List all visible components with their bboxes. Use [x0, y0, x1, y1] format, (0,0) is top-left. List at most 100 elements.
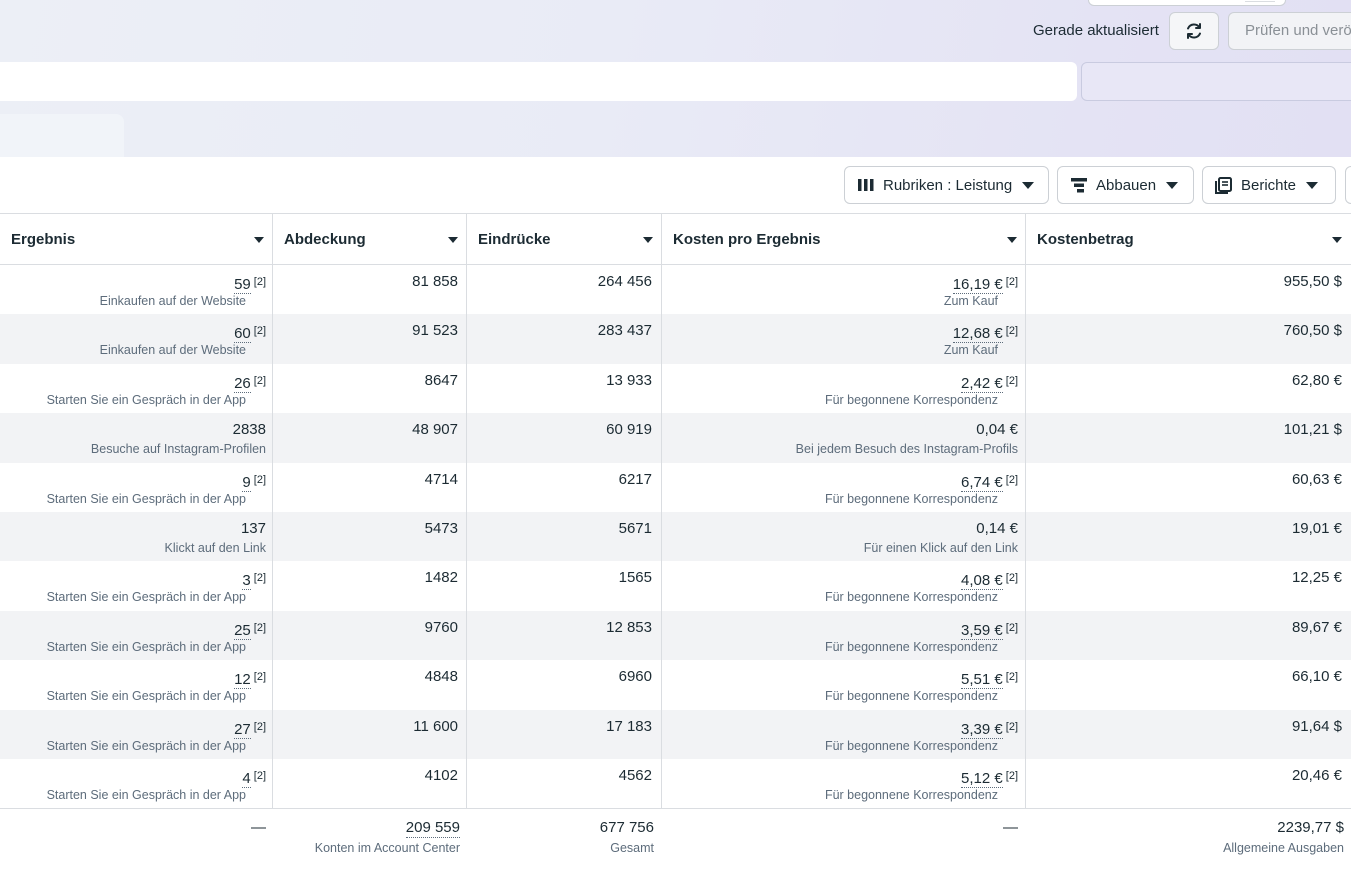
- cell-reach-value: 5473: [425, 520, 458, 538]
- reports-button[interactable]: Berichte: [1202, 166, 1336, 204]
- cell-cpr-value[interactable]: 5,12 € [2]: [961, 767, 1018, 788]
- table-row[interactable]: 60 [2] Einkaufen auf der Website 91 523 283 …: [0, 314, 1351, 364]
- footnote-marker[interactable]: [2]: [1005, 276, 1018, 288]
- value-text: 6960: [618, 668, 652, 686]
- footnote-marker[interactable]: [2]: [1005, 770, 1018, 782]
- table-row[interactable]: 4 [2] Starten Sie ein Gespräch in der App 4…: [0, 759, 1351, 808]
- cell-cpr: 3,39 € [2] Für begonnene Korrespondenz: [662, 710, 1018, 759]
- cell-reach: 4848: [273, 660, 458, 709]
- cell-cpr-value: 0,14 €: [976, 520, 1018, 538]
- cell-result-label: Starten Sie ein Gespräch in der App: [46, 590, 246, 605]
- cell-cpr-value[interactable]: 6,74 € [2]: [961, 471, 1018, 492]
- cell-cpr-value[interactable]: 16,19 € [2]: [952, 273, 1018, 294]
- chevron-down-icon: [1022, 181, 1035, 189]
- value-text: 17 183: [606, 717, 652, 735]
- table-row[interactable]: 26 [2] Starten Sie ein Gespräch in der App…: [0, 364, 1351, 413]
- footnote-marker[interactable]: [2]: [253, 720, 266, 733]
- footnote-marker[interactable]: [2]: [1005, 621, 1018, 634]
- cell-reach-value: 91 523: [412, 322, 458, 340]
- cell-impressions-value: 12 853: [606, 619, 652, 637]
- cell-cpr-value[interactable]: 2,42 € [2]: [961, 372, 1018, 393]
- sort-caret-icon[interactable]: [1332, 237, 1342, 243]
- cell-impressions-value: 17 183: [606, 718, 652, 736]
- cell-result-label: Starten Sie ein Gespräch in der App: [46, 788, 246, 802]
- cell-cpr-value[interactable]: 3,39 € [2]: [961, 718, 1018, 739]
- footnote-marker[interactable]: [2]: [1005, 720, 1018, 733]
- footnote-marker[interactable]: [2]: [1005, 671, 1018, 684]
- footnote-marker[interactable]: [2]: [1005, 325, 1018, 338]
- date-range-box[interactable]: [1081, 62, 1351, 101]
- table-row[interactable]: 3 [2] Starten Sie ein Gespräch in der App 1…: [0, 561, 1351, 610]
- cell-cpr-value[interactable]: 5,51 € [2]: [961, 668, 1018, 690]
- value-text: 48 907: [412, 421, 458, 439]
- cell-cpr-value[interactable]: 12,68 € [2]: [952, 322, 1018, 344]
- cell-impressions: 264 456: [467, 265, 652, 314]
- cell-cpr-label: Für begonnene Korrespondenz: [824, 590, 998, 605]
- column-header-impressions[interactable]: Eindrücke: [467, 214, 662, 265]
- cell-cpr: 12,68 € [2] Zum Kauf: [662, 314, 1018, 363]
- footnote-marker[interactable]: [2]: [253, 473, 266, 486]
- cell-cpr-value: 0,04 €: [976, 421, 1018, 439]
- review-publish-button[interactable]: Prüfen und verö: [1228, 12, 1351, 50]
- footnote-marker[interactable]: [2]: [253, 621, 266, 634]
- cell-result-value[interactable]: 60 [2]: [234, 322, 266, 344]
- sort-caret-icon[interactable]: [643, 237, 653, 243]
- breakdown-button[interactable]: Abbauen: [1057, 166, 1194, 204]
- refresh-button[interactable]: [1169, 12, 1219, 50]
- table-row[interactable]: 12 [2] Starten Sie ein Gespräch in der App…: [0, 660, 1351, 709]
- more-button[interactable]: [1345, 166, 1351, 204]
- table-row[interactable]: 9 [2] Starten Sie ein Gespräch in der App 4…: [0, 463, 1351, 512]
- column-header-reach[interactable]: Abdeckung: [273, 214, 467, 265]
- cell-reach-value: 1482: [425, 569, 458, 587]
- table-row[interactable]: 27 [2] Starten Sie ein Gespräch in der App…: [0, 709, 1351, 759]
- footnote-marker[interactable]: [2]: [1005, 473, 1018, 486]
- cell-result-value[interactable]: 27 [2]: [234, 718, 266, 739]
- cell-result-value[interactable]: 3 [2]: [242, 569, 266, 591]
- table-row[interactable]: 137 Klickt auf den Link 5473 5671 0,14 € Für …: [0, 512, 1351, 562]
- value-text: 59: [234, 276, 251, 294]
- cell-spend-value: 20,46 €: [1292, 767, 1342, 785]
- table-row[interactable]: 25 [2] Starten Sie ein Gespräch in der App…: [0, 610, 1351, 661]
- popup-edge: [1088, 0, 1286, 6]
- table-row[interactable]: 2838 Besuche auf Instagram-Profilen 48 907…: [0, 413, 1351, 463]
- search-bar[interactable]: [0, 62, 1077, 101]
- cell-result: 26 [2] Starten Sie ein Gespräch in der App: [0, 364, 266, 413]
- cell-spend: 12,25 €: [1026, 561, 1342, 610]
- cell-result-value[interactable]: 25 [2]: [234, 619, 266, 640]
- value-text: 283 437: [597, 322, 652, 340]
- sort-caret-icon[interactable]: [448, 237, 458, 243]
- totals-reach-value[interactable]: 209 559: [405, 819, 460, 838]
- sort-caret-icon[interactable]: [254, 237, 264, 243]
- cell-result-value[interactable]: 9 [2]: [242, 471, 266, 492]
- footnote-marker[interactable]: [2]: [253, 770, 266, 782]
- value-text: 4714: [424, 470, 458, 488]
- cell-impressions-value: 6960: [619, 668, 652, 686]
- footnote-marker[interactable]: [2]: [253, 671, 266, 684]
- table-row[interactable]: 59 [2] Einkaufen auf der Website 81 858 264 …: [0, 265, 1351, 314]
- column-header-cost-per-result[interactable]: Kosten pro Ergebnis: [662, 214, 1026, 265]
- column-header-result[interactable]: Ergebnis: [0, 214, 273, 265]
- footnote-marker[interactable]: [2]: [1005, 374, 1018, 387]
- value-text: 4848: [424, 668, 458, 686]
- cell-cpr-value[interactable]: 4,08 € [2]: [961, 569, 1018, 591]
- active-tab[interactable]: [0, 114, 124, 157]
- footnote-marker[interactable]: [2]: [253, 374, 266, 387]
- column-divider: [1025, 265, 1026, 892]
- cell-result-value[interactable]: 4 [2]: [242, 767, 266, 788]
- columns-button[interactable]: Rubriken : Leistung: [844, 166, 1049, 204]
- cell-cpr: 0,14 € Für einen Klick auf den Link: [662, 512, 1018, 561]
- footnote-marker[interactable]: [2]: [1005, 572, 1018, 585]
- footnote-marker[interactable]: [2]: [253, 276, 266, 288]
- cell-result-value[interactable]: 26 [2]: [234, 372, 266, 393]
- value-text: 26: [234, 374, 251, 393]
- sort-caret-icon[interactable]: [1007, 237, 1017, 243]
- breakdown-button-label: Abbauen: [1096, 176, 1157, 194]
- cell-result-value[interactable]: 12 [2]: [234, 668, 266, 690]
- cell-cpr-value[interactable]: 3,59 € [2]: [961, 619, 1018, 640]
- cell-result-value[interactable]: 59 [2]: [234, 273, 266, 294]
- value-text: 2,42 €: [961, 374, 1003, 393]
- column-header-amount-spent[interactable]: Kostenbetrag: [1026, 214, 1351, 265]
- value-text: 12 853: [606, 618, 652, 636]
- footnote-marker[interactable]: [2]: [253, 572, 266, 585]
- footnote-marker[interactable]: [2]: [253, 325, 266, 338]
